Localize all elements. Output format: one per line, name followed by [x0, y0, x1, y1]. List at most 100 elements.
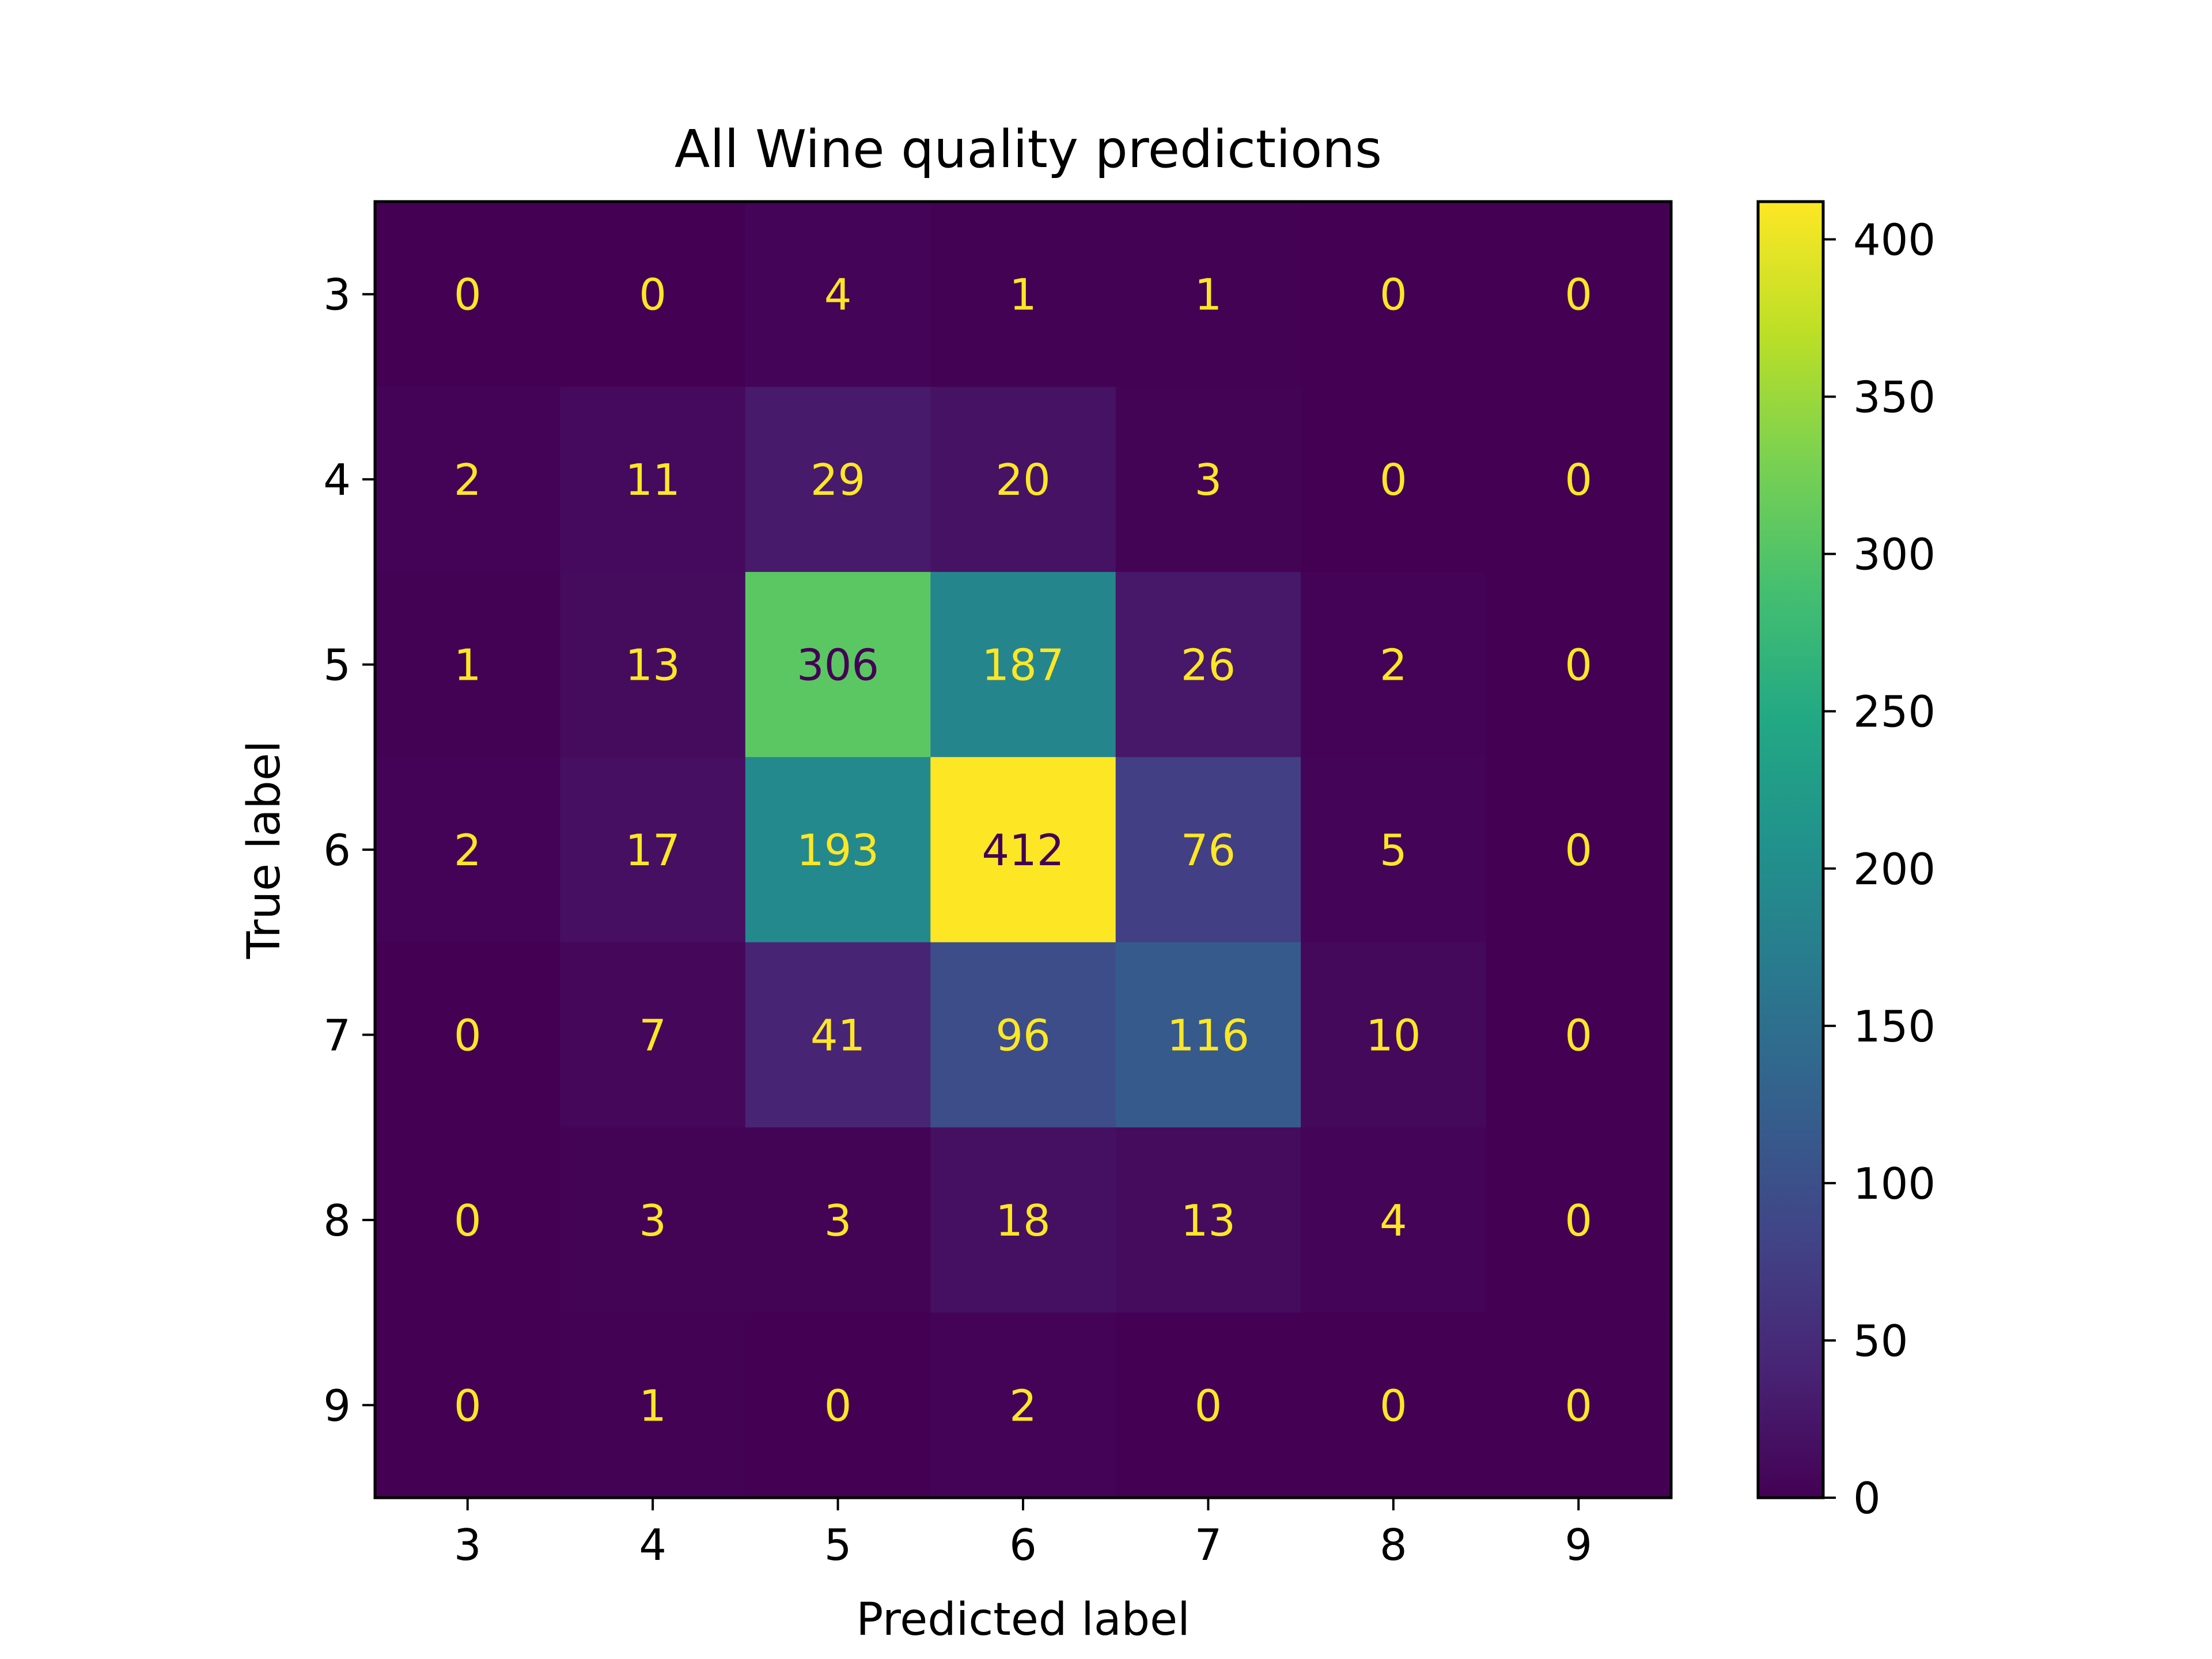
cell-value-label: 3 — [639, 1195, 666, 1246]
heatmap-cell — [1301, 571, 1487, 757]
cell-value-label: 7 — [639, 1010, 666, 1060]
heatmap-cell — [1301, 202, 1487, 387]
heatmap-cell — [1301, 1127, 1487, 1313]
y-tick-label: 6 — [323, 825, 351, 876]
heatmap-cell — [1301, 1312, 1487, 1498]
cell-value-label: 0 — [1565, 454, 1592, 505]
colorbar-ticks: 0 50 100 150 200 250 300 350 400 — [1823, 215, 1936, 1524]
heatmap-cell — [1301, 942, 1487, 1128]
y-tick-label: 7 — [323, 1010, 351, 1060]
heatmap-cell-labels: 0 0 4 1 1 0 02 11 29 20 3 0 01 13 306 187 26 2 02 17 193 412 7… — [454, 270, 1592, 1431]
cell-value-label: 306 — [797, 640, 879, 691]
x-tick-label: 4 — [639, 1520, 666, 1570]
cell-value-label: 0 — [1565, 640, 1592, 691]
y-tick-label: 8 — [323, 1195, 351, 1246]
cell-value-label: 10 — [1366, 1010, 1421, 1060]
cell-value-label: 0 — [1565, 825, 1592, 876]
heatmap-cell — [1115, 202, 1301, 387]
y-tick-label: 3 — [323, 270, 351, 320]
heatmap-cell — [560, 1127, 746, 1313]
y-tick-label: 9 — [323, 1380, 351, 1431]
cell-value-label: 11 — [625, 454, 680, 505]
cell-value-label: 0 — [454, 270, 482, 320]
cell-value-label: 2 — [454, 825, 482, 876]
cell-value-label: 2 — [1380, 640, 1407, 691]
cell-value-label: 0 — [1195, 1380, 1222, 1431]
cell-value-label: 193 — [797, 825, 879, 876]
colorbar-tick-label: 200 — [1853, 844, 1936, 895]
colorbar-tick-label: 400 — [1853, 215, 1936, 266]
cell-value-label: 18 — [995, 1195, 1050, 1246]
cell-value-label: 4 — [824, 270, 852, 320]
y-tick-label: 4 — [323, 454, 351, 505]
heatmap-cell — [375, 1312, 560, 1498]
heatmap-cell — [745, 942, 931, 1128]
heatmap-cell — [375, 1127, 560, 1313]
cell-value-label: 13 — [1181, 1195, 1236, 1246]
colorbar: 0 50 100 150 200 250 300 350 400 — [1756, 200, 1936, 1524]
heatmap-cell — [375, 571, 560, 757]
heatmap-cell — [930, 387, 1116, 573]
heatmap-cell — [375, 942, 560, 1128]
x-tick-label: 5 — [824, 1520, 852, 1570]
heatmap-cell — [1115, 387, 1301, 573]
cell-value-label: 96 — [995, 1010, 1050, 1060]
heatmap-cell — [1486, 757, 1672, 943]
x-tick-label: 7 — [1195, 1520, 1222, 1570]
x-axis-label: Predicted label — [856, 1594, 1190, 1646]
cell-value-label: 29 — [810, 454, 865, 505]
cell-value-label: 0 — [824, 1380, 852, 1431]
cell-value-label: 0 — [1565, 1010, 1592, 1060]
heatmap-cell — [1115, 1312, 1301, 1498]
heatmap-cell — [1486, 1312, 1672, 1498]
cell-value-label: 41 — [810, 1010, 865, 1060]
cell-value-label: 1 — [1195, 270, 1222, 320]
cell-value-label: 1 — [639, 1380, 666, 1431]
cell-value-label: 0 — [454, 1195, 482, 1246]
colorbar-tick-label: 0 — [1853, 1473, 1881, 1524]
heatmap-cell — [1115, 757, 1301, 943]
cell-value-label: 1 — [1009, 270, 1037, 320]
y-axis-ticks: 3 4 5 6 7 8 9 — [323, 270, 375, 1431]
colorbar-tick-label: 250 — [1853, 687, 1936, 737]
heatmap-cell — [930, 571, 1116, 757]
heatmap-cell — [1486, 202, 1672, 387]
heatmap-cell — [930, 202, 1116, 387]
heatmap-cell — [560, 942, 746, 1128]
heatmap-cells — [375, 202, 1672, 1498]
heatmap-cell — [560, 387, 746, 573]
x-tick-label: 9 — [1565, 1520, 1592, 1570]
heatmap-cell — [930, 942, 1116, 1128]
heatmap-cell — [745, 1312, 931, 1498]
chart-title: All Wine quality predictions — [675, 119, 1382, 180]
cell-value-label: 187 — [982, 640, 1064, 691]
heatmap-cell — [1115, 942, 1301, 1128]
colorbar-gradient — [1758, 202, 1823, 1498]
x-tick-label: 3 — [454, 1520, 482, 1570]
heatmap-cell — [1301, 387, 1487, 573]
heatmap-cell — [745, 571, 931, 757]
x-tick-label: 6 — [1009, 1520, 1037, 1570]
cell-value-label: 17 — [625, 825, 680, 876]
cell-value-label: 3 — [824, 1195, 852, 1246]
heatmap-cell — [930, 1312, 1116, 1498]
cell-value-label: 0 — [1380, 270, 1407, 320]
cell-value-label: 412 — [982, 825, 1064, 876]
cell-value-label: 116 — [1167, 1010, 1249, 1060]
heatmap-cell — [560, 757, 746, 943]
heatmap-cell — [560, 1312, 746, 1498]
heatmap-cell — [745, 387, 931, 573]
cell-value-label: 0 — [1380, 454, 1407, 505]
heatmap-cell — [1486, 387, 1672, 573]
cell-value-label: 0 — [639, 270, 666, 320]
cell-value-label: 76 — [1181, 825, 1236, 876]
heatmap-cell — [375, 387, 560, 573]
x-tick-label: 8 — [1380, 1520, 1407, 1570]
colorbar-tick-label: 300 — [1853, 529, 1936, 580]
cell-value-label: 4 — [1380, 1195, 1407, 1246]
cell-value-label: 3 — [1195, 454, 1222, 505]
cell-value-label: 0 — [454, 1010, 482, 1060]
heatmap-cell — [375, 202, 560, 387]
colorbar-tick-label: 50 — [1853, 1316, 1908, 1366]
